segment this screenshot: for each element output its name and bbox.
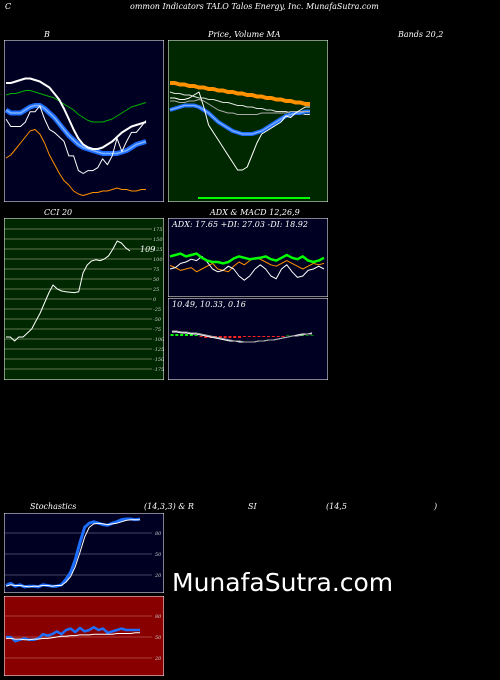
cci-tick-label: -125 bbox=[153, 347, 164, 353]
watermark: MunafaSutra.com bbox=[172, 568, 394, 597]
stoch-tick-label: 80 bbox=[155, 531, 162, 537]
price-volume-label: Price, Volume MA bbox=[208, 30, 281, 39]
cci-value-label: 109 bbox=[140, 245, 156, 254]
cci-tick-label: 175 bbox=[153, 227, 163, 233]
cci-tick-label: 100 bbox=[153, 257, 163, 263]
cci-tick-label: -75 bbox=[153, 327, 161, 333]
ma-orange-line bbox=[170, 81, 310, 106]
stochastics-panel: 80 50 20 bbox=[4, 513, 164, 593]
adx-line bbox=[169, 255, 325, 281]
bollinger-chart bbox=[4, 40, 164, 202]
cci-tick-label: 150 bbox=[153, 237, 163, 243]
rsi-param-label: (14,5 bbox=[326, 502, 347, 511]
macd-histogram-bar bbox=[184, 334, 188, 336]
header-c: C bbox=[5, 2, 12, 11]
macd-histogram-bar bbox=[310, 335, 314, 336]
macd-histogram-bar bbox=[170, 334, 174, 336]
macd-histogram-bar bbox=[175, 334, 179, 336]
macd-histogram-bar bbox=[233, 336, 237, 338]
signal-line bbox=[172, 330, 312, 343]
stochastics-params-label: (14,3,3) & R bbox=[144, 502, 194, 511]
rsi-tick-label: 80 bbox=[155, 614, 162, 620]
adx-readout: ADX: 17.65 +DI: 27.03 -DI: 18.92 bbox=[172, 220, 308, 229]
cci-tick-label: -175 bbox=[153, 367, 164, 373]
stoch-tick-label: 20 bbox=[154, 573, 162, 579]
macd-histogram-bar bbox=[267, 336, 271, 337]
upper-band-line bbox=[5, 90, 147, 123]
cci-line bbox=[6, 240, 131, 342]
macd-histogram-bar bbox=[281, 336, 285, 337]
macd-histogram-bar bbox=[242, 336, 246, 337]
ma-white-line bbox=[169, 91, 310, 115]
cci-panel: 175 150 125 100 75 50 25 0 -25 -50 -75 -100 -125 -150… bbox=[4, 218, 164, 380]
macd-histogram-bar bbox=[180, 334, 184, 336]
cci-chart: 175 150 125 100 75 50 25 0 -25 -50 -75 -100 -125 -150… bbox=[4, 218, 164, 380]
price-line bbox=[5, 105, 147, 174]
macd-histogram-bar bbox=[271, 336, 275, 337]
macd-histogram-bar bbox=[286, 335, 290, 336]
macd-histogram-bar bbox=[257, 336, 261, 337]
cci-label: CCI 20 bbox=[44, 208, 73, 217]
macd-histogram-bar bbox=[276, 336, 280, 337]
cci-tick-label: 75 bbox=[153, 267, 159, 273]
macd-histogram-bar bbox=[262, 336, 266, 337]
plus-di-line bbox=[169, 252, 325, 265]
minus-di-line bbox=[169, 257, 325, 273]
adx-panel: ADX: 17.65 +DI: 27.03 -DI: 18.92 bbox=[168, 218, 328, 297]
close-line bbox=[6, 77, 147, 150]
page-title: ommon Indicators TALO Talos Energy, Inc.… bbox=[130, 2, 379, 11]
macd-histogram-bar bbox=[218, 336, 222, 338]
price-volume-chart bbox=[168, 40, 328, 202]
rsi-panel: 80 50 20 bbox=[4, 596, 164, 676]
stochastics-chart: 80 50 20 bbox=[4, 513, 164, 593]
stoch-tick-label: 50 bbox=[155, 552, 162, 558]
middle-band-core bbox=[5, 104, 147, 155]
adx-macd-label: ADX & MACD 12,26,9 bbox=[210, 208, 300, 217]
adx-chart bbox=[168, 218, 328, 297]
macd-histogram-bar bbox=[189, 334, 193, 336]
macd-histogram-bar bbox=[194, 335, 198, 336]
bollinger-panel bbox=[4, 40, 164, 202]
stoch-d-line bbox=[5, 519, 140, 588]
stochastics-label: Stochastics bbox=[30, 502, 77, 511]
cci-tick-label: -100 bbox=[153, 337, 164, 343]
macd-histogram-bar bbox=[247, 336, 251, 337]
rsi-chart: 80 50 20 bbox=[4, 596, 164, 676]
macd-histogram-bar bbox=[238, 336, 242, 338]
cci-tick-label: -50 bbox=[153, 317, 162, 323]
rsi-close-label: ) bbox=[434, 502, 438, 511]
macd-histogram-bar bbox=[305, 335, 309, 336]
macd-readout: 10.49, 10.33, 0.16 bbox=[172, 300, 246, 309]
macd-chart bbox=[168, 298, 328, 380]
rsi-label: SI bbox=[248, 502, 257, 511]
macd-histogram-bar bbox=[223, 336, 227, 338]
rsi-ma-line bbox=[6, 632, 140, 641]
bollinger-label: B bbox=[44, 30, 50, 39]
volume-bars bbox=[198, 197, 310, 199]
macd-histogram-bar bbox=[199, 336, 203, 337]
macd-histogram-bar bbox=[228, 336, 232, 338]
cci-tick-label: 50 bbox=[153, 277, 160, 283]
rsi-tick-label: 20 bbox=[154, 656, 162, 662]
cci-tick-label: -150 bbox=[153, 357, 164, 363]
macd-histogram-bar bbox=[204, 336, 208, 338]
cci-tick-label: 25 bbox=[152, 287, 159, 293]
ma-grey-line bbox=[170, 99, 310, 115]
rsi-tick-label: 50 bbox=[155, 635, 162, 641]
cci-tick-label: -25 bbox=[153, 307, 161, 313]
macd-panel: 10.49, 10.33, 0.16 bbox=[168, 298, 328, 380]
lower-band-line bbox=[5, 129, 146, 196]
cci-tick-label: 0 bbox=[153, 297, 157, 303]
macd-histogram-bar bbox=[300, 335, 304, 336]
cci-tick-label: 125 bbox=[153, 247, 163, 253]
price-line bbox=[170, 91, 310, 171]
bands-label: Bands 20,2 bbox=[398, 30, 444, 39]
macd-histogram-bar bbox=[252, 336, 256, 337]
price-volume-panel bbox=[168, 40, 328, 202]
